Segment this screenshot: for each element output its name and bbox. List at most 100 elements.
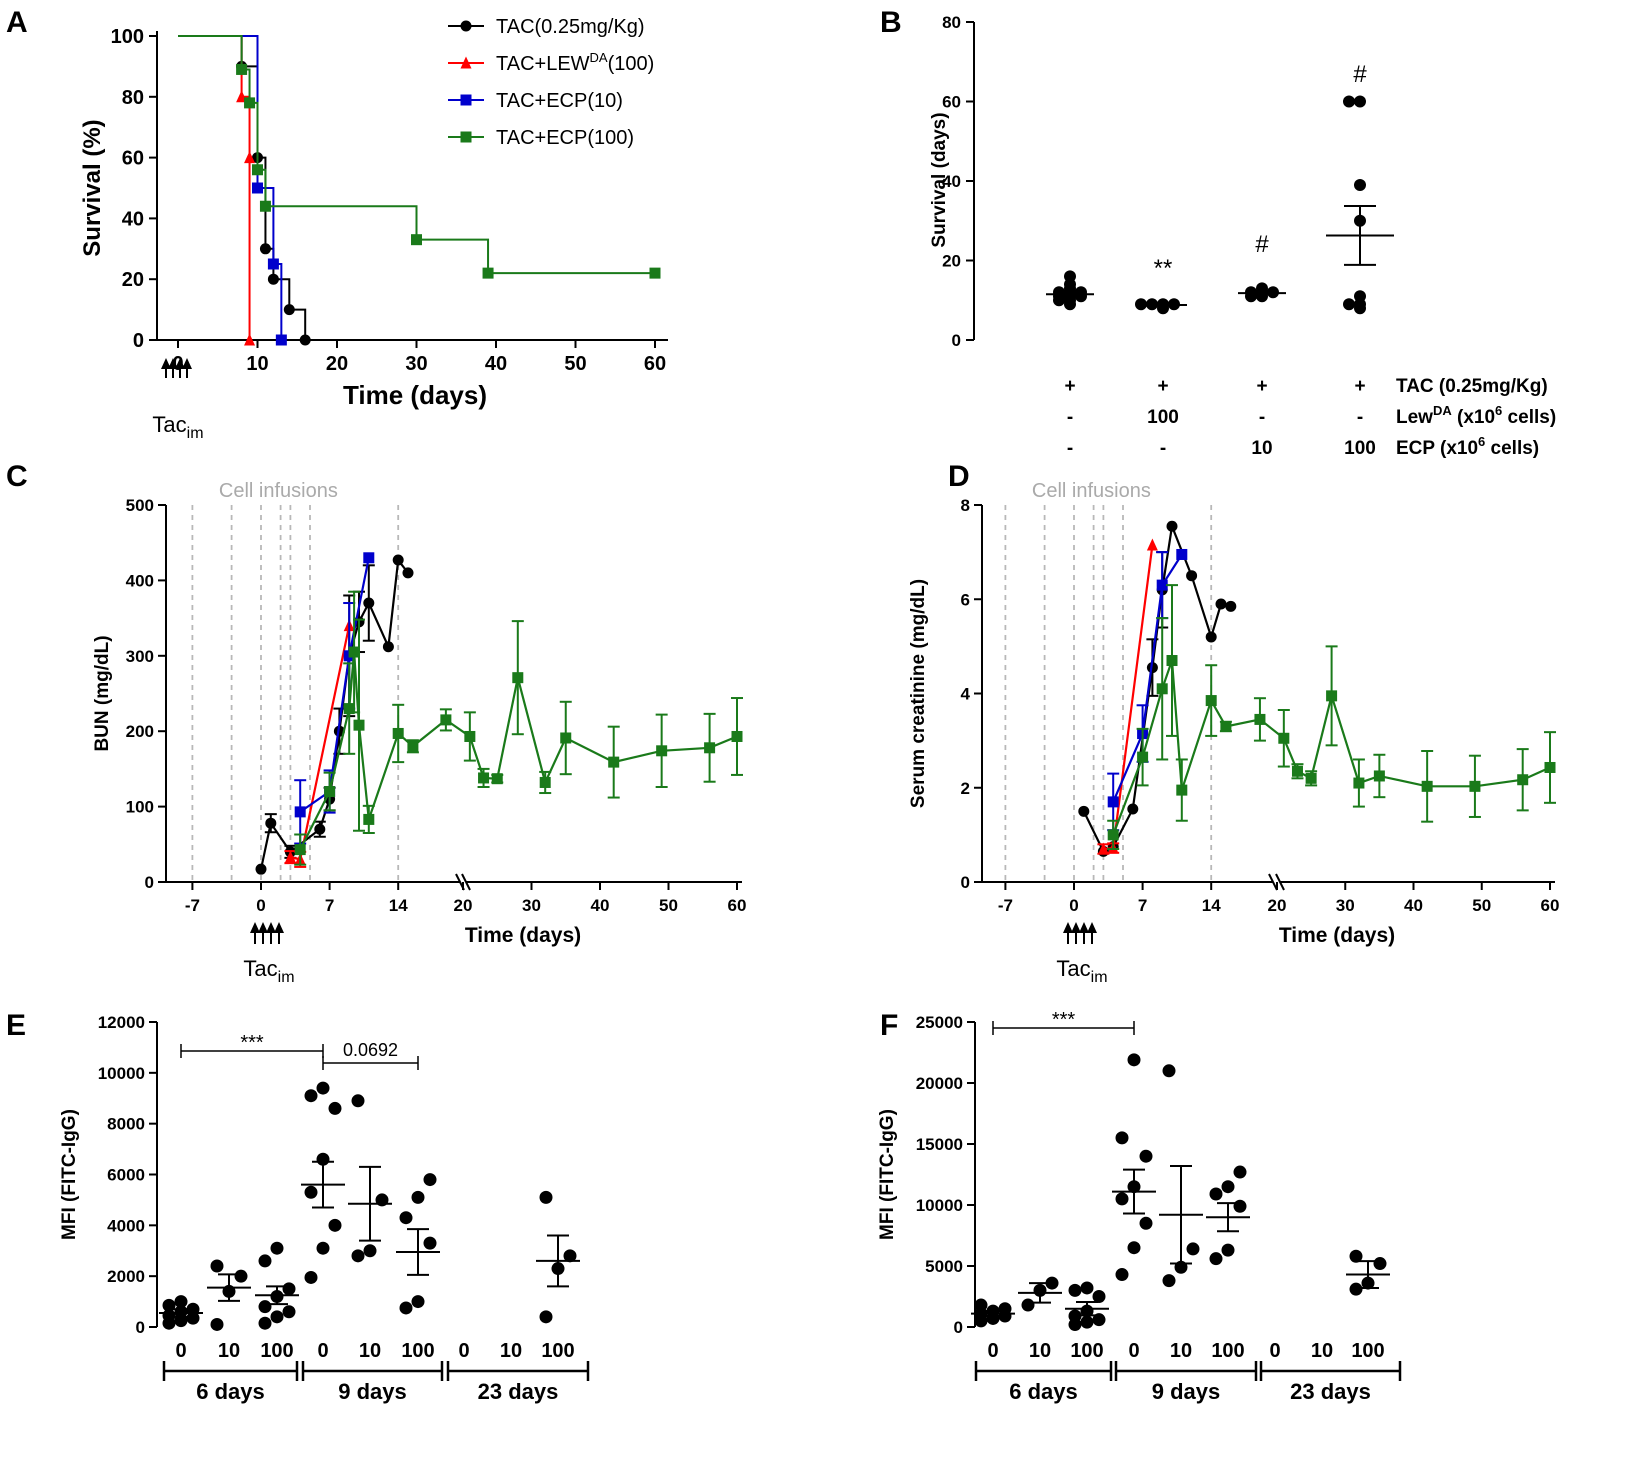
mfi-dot [1080,1315,1094,1329]
dose-group-label: 0 [987,1340,998,1362]
y-tick-label: 40 [942,172,961,191]
survival-point [411,234,422,246]
mfi-dot [1162,1064,1176,1078]
y-axis-label: BUN (mg/dL) [92,635,113,751]
data-point [1421,780,1433,792]
survival-point [244,333,256,346]
data-point [512,672,524,684]
y-tick-label: 0 [954,1318,963,1337]
survival-point [259,243,271,255]
legend-label: TAC+ECP(10) [496,90,623,112]
data-point [255,863,267,875]
tac-dose-arrows [250,922,284,944]
treatment-cell: 100 [1147,407,1179,428]
dose-group-label: 100 [260,1340,293,1362]
survival-point [236,63,248,75]
data-point [353,719,365,731]
y-tick-label: 300 [126,647,154,666]
y-tick-label: 20000 [916,1074,963,1093]
mfi-dot [1127,1053,1141,1067]
data-point [324,786,336,798]
dose-group-label: 100 [1211,1340,1244,1362]
infusion-annotation: Cell infusions [219,480,338,502]
survival-point [244,97,256,109]
panel-a-survival-curve: 0204060801000102030405060Survival (%)Tim… [79,16,668,442]
axis-break-mark [1275,873,1285,891]
mfi-dot [399,1211,413,1225]
data-point [1078,805,1090,817]
survival-point [267,258,279,270]
data-point [1278,732,1290,744]
data-point [363,813,375,825]
mfi-dot [423,1236,437,1250]
x-axis-label: Time (days) [465,924,581,947]
data-point [1517,774,1529,786]
x-tick-label: 0 [256,896,265,915]
y-tick-label: 5000 [925,1257,963,1276]
y-axis-label: Survival (days) [929,112,950,247]
survival-dot [1354,178,1366,191]
data-point [1166,655,1178,667]
dose-arrow-head [182,358,192,369]
data-point [1107,829,1119,841]
x-tick-label: 60 [1541,896,1560,915]
data-point [392,554,404,566]
treatment-row-label: LewDA (x106 cells) [1396,403,1556,428]
mfi-dot [328,1218,342,1232]
dose-group-label: 10 [1311,1340,1333,1362]
data-point [491,773,503,785]
x-tick-label: 50 [564,353,586,375]
mfi-dot [1115,1268,1129,1282]
data-point [1097,842,1109,855]
treatment-cell: - [1259,407,1265,428]
data-point [1205,631,1217,643]
legend-label: TAC+ECP(100) [496,127,634,149]
survival-dot [1343,95,1355,108]
data-point [1156,683,1168,695]
tac-dose-arrows [161,358,192,378]
treatment-cell: - [1357,407,1363,428]
mfi-dot [1021,1298,1035,1312]
mfi-dot [1092,1313,1106,1327]
dose-group-label: 0 [1269,1340,1280,1362]
y-tick-label: 0 [961,873,970,892]
data-point [1291,765,1303,777]
mfi-dot [411,1190,425,1204]
y-tick-label: 2000 [107,1267,145,1286]
significance-mark: # [1255,231,1269,258]
mfi-dot [328,1101,342,1115]
dose-group-label: 100 [1070,1340,1103,1362]
treatment-cell: - [1160,438,1166,459]
dose-arrow-head [1071,922,1081,933]
mfi-dot [1139,1149,1153,1163]
mfi-dot [210,1317,224,1331]
survival-point [482,267,494,279]
y-tick-label: 100 [126,798,154,817]
x-tick-label: 10 [246,353,268,375]
data-point [1353,777,1365,789]
x-tick-label: 20 [326,353,348,375]
mfi-dot [1115,1131,1129,1145]
panel-letter-c: C [6,460,28,493]
data-point [1107,796,1119,808]
mfi-dot [282,1305,296,1319]
x-tick-label: 14 [389,896,408,915]
dose-arrow-head [250,922,260,933]
treatment-row-label: ECP (x106 cells) [1396,434,1539,459]
mfi-dot [258,1254,272,1268]
y-axis-label: MFI (FITC-IgG) [59,1109,80,1240]
dose-group-label: 10 [1029,1340,1051,1362]
mfi-dot [351,1094,365,1108]
survival-point [283,304,295,316]
data-point [1373,770,1385,782]
y-tick-label: 80 [942,13,961,32]
mfi-dot [304,1089,318,1103]
data-point [402,567,414,579]
infusion-annotation: Cell infusions [1032,480,1151,502]
panel-letter-b: B [880,6,902,39]
y-tick-label: 6 [961,590,970,609]
data-point [656,745,668,757]
data-point [1254,713,1266,725]
x-tick-label: 30 [522,896,541,915]
